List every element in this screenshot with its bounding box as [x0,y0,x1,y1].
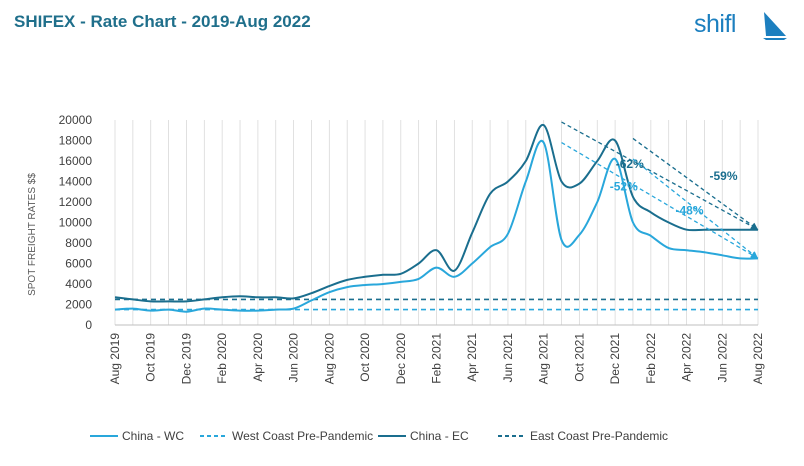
x-tick-label: Aug 2020 [322,333,336,385]
x-tick-label: Apr 2021 [465,333,479,382]
trend-arrowhead [750,222,758,230]
x-tick-label: Aug 2021 [537,333,551,385]
y-tick-label: 18000 [59,134,93,148]
y-tick-label: 10000 [59,216,93,230]
x-tick-label: Apr 2020 [251,333,265,382]
x-tick-label: Jun 2021 [501,333,515,383]
trend-label: -52% [610,179,638,193]
x-tick-label: Aug 2019 [108,333,122,385]
y-tick-label: 14000 [59,175,93,189]
y-tick-label: 4000 [65,277,92,291]
y-tick-label: 8000 [65,236,92,250]
trend-label: -62% [616,157,644,171]
x-tick-label: Dec 2021 [608,333,622,385]
trend-arrowhead [750,251,758,259]
legend-label: China - WC [122,429,184,443]
y-tick-label: 12000 [59,195,93,209]
x-tick-label: Apr 2022 [680,333,694,382]
x-tick-label: Oct 2019 [144,333,158,382]
x-tick-label: Oct 2020 [358,333,372,382]
trend-line [632,137,759,231]
logo-wordmark: shifl [694,10,736,38]
chart-title: SHIFEX - Rate Chart - 2019-Aug 2022 [14,12,311,31]
x-tick-label: Jun 2022 [715,333,729,383]
trend-line [561,121,759,231]
y-axis-label: SPOT FREIGHT RATES $$ [27,173,38,296]
trend-label: -48% [675,204,703,218]
trend-line [561,141,759,259]
y-tick-label: 2000 [65,298,92,312]
y-tick-label: 20000 [59,113,93,127]
series-line-china-wc [114,139,759,313]
x-tick-label: Dec 2019 [179,333,193,385]
x-tick-label: Aug 2022 [751,333,765,385]
x-tick-label: Feb 2020 [215,333,229,384]
x-tick-label: Dec 2020 [394,333,408,385]
shifl-logo: shifl [694,8,792,44]
trend-label: -59% [709,169,737,183]
sail-icon [763,12,787,40]
x-tick-label: Oct 2021 [572,333,586,382]
x-tick-label: Feb 2022 [644,333,658,384]
x-tick-label: Feb 2021 [430,333,444,384]
legend-label: West Coast Pre-Pandemic [232,429,373,443]
y-tick-label: 0 [85,318,92,332]
y-tick-label: 16000 [59,154,93,168]
trend-line [632,158,759,259]
y-tick-label: 6000 [65,257,92,271]
legend-label: East Coast Pre-Pandemic [530,429,668,443]
x-tick-label: Jun 2020 [287,333,301,383]
series-line-china-ec [114,124,758,303]
legend-label: China - EC [410,429,469,443]
